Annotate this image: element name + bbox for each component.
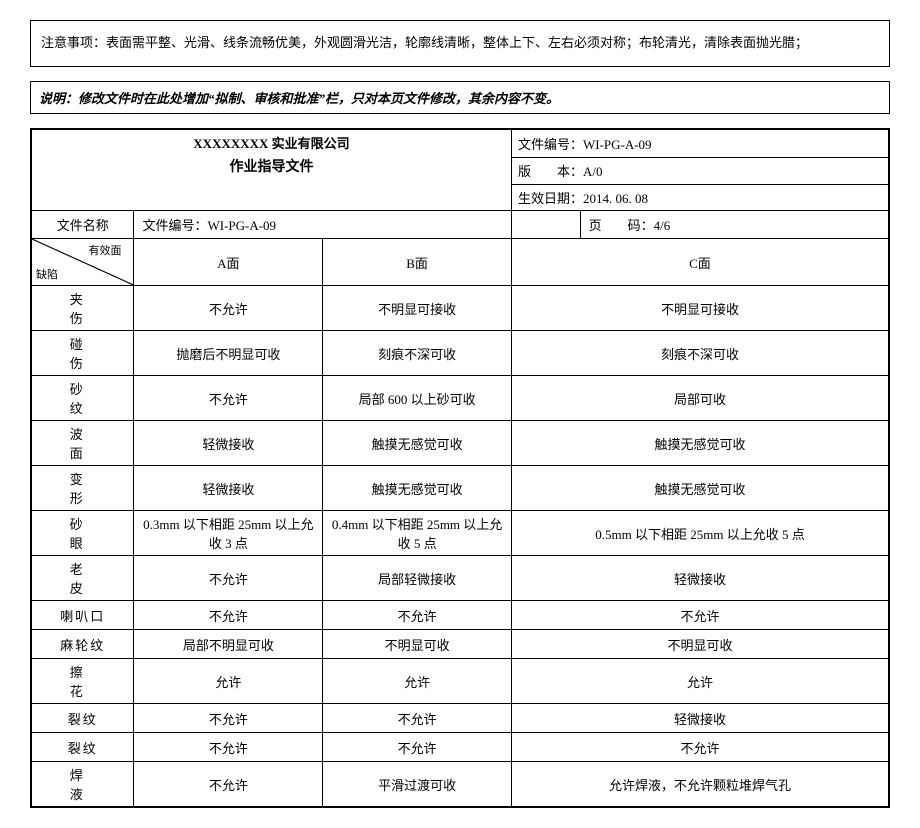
value-b: 不明显可接收 — [323, 286, 512, 331]
col-header-b: B面 — [323, 239, 512, 286]
defect-name: 碰 伤 — [31, 331, 134, 376]
defect-name: 砂 眼 — [31, 511, 134, 556]
note-text: 修改文件时在此处增加“拟制、审核和批准”栏，只对本页文件修改，其余内容不变。 — [78, 91, 559, 106]
column-header-row: 有效面 缺陷 A面 B面 C面 — [31, 239, 889, 286]
defect-name: 裂纹 — [31, 733, 134, 762]
value-a: 不允许 — [134, 556, 323, 601]
value-a: 不允许 — [134, 733, 323, 762]
company-name: XXXXXXXX 实业有限公司 — [38, 133, 505, 152]
value-a: 不允许 — [134, 601, 323, 630]
table-row: 老 皮不允许局部轻微接收轻微接收 — [31, 556, 889, 601]
value-c: 局部可收 — [511, 376, 889, 421]
file-name-row: 文件名称 文件编号：WI-PG-A-09 页 码：4/6 — [31, 211, 889, 239]
eff-date-cell: 生效日期：2014. 06. 08 — [511, 185, 889, 211]
notice-box: 注意事项：表面需平整、光滑、线条流畅优美，外观圆滑光洁，轮廓线清晰，整体上下、左… — [30, 20, 890, 67]
note-box: 说明：修改文件时在此处增加“拟制、审核和批准”栏，只对本页文件修改，其余内容不变… — [30, 81, 890, 114]
value-c: 触摸无感觉可收 — [511, 466, 889, 511]
value-b: 触摸无感觉可收 — [323, 466, 512, 511]
file-no-inline: 文件编号：WI-PG-A-09 — [134, 211, 512, 239]
value-b: 不允许 — [323, 733, 512, 762]
defect-name: 裂纹 — [31, 704, 134, 733]
table-row: 裂纹不允许不允许不允许 — [31, 733, 889, 762]
value-a: 0.3mm 以下相距 25mm 以上允收 3 点 — [134, 511, 323, 556]
value-b: 0.4mm 以下相距 25mm 以上允收 5 点 — [323, 511, 512, 556]
value-c: 允许焊液，不允许颗粒堆焊气孔 — [511, 762, 889, 808]
page-label: 页 码： — [589, 218, 654, 233]
value-c: 触摸无感觉可收 — [511, 421, 889, 466]
eff-date-label: 生效日期： — [518, 191, 583, 206]
value-b: 不明显可收 — [323, 630, 512, 659]
table-row: 焊 液不允许平滑过渡可收允许焊液，不允许颗粒堆焊气孔 — [31, 762, 889, 808]
col-header-c: C面 — [511, 239, 889, 286]
value-c: 不允许 — [511, 733, 889, 762]
main-document-table: XXXXXXXX 实业有限公司 作业指导文件 文件编号：WI-PG-A-09 版… — [30, 128, 890, 809]
col-header-a: A面 — [134, 239, 323, 286]
defect-name: 夹 伤 — [31, 286, 134, 331]
value-c: 允许 — [511, 659, 889, 704]
value-b: 局部 600 以上砂可收 — [323, 376, 512, 421]
notice-text: 表面需平整、光滑、线条流畅优美，外观圆滑光洁，轮廓线清晰，整体上下、左右必须对称… — [106, 35, 808, 50]
value-c: 不明显可收 — [511, 630, 889, 659]
table-row: 砂 纹不允许局部 600 以上砂可收局部可收 — [31, 376, 889, 421]
value-c: 不允许 — [511, 601, 889, 630]
document-type: 作业指导文件 — [38, 156, 505, 182]
defect-name: 麻轮纹 — [31, 630, 134, 659]
table-row: 砂 眼0.3mm 以下相距 25mm 以上允收 3 点0.4mm 以下相距 25… — [31, 511, 889, 556]
value-a: 不允许 — [134, 762, 323, 808]
file-name-label: 文件名称 — [31, 211, 134, 239]
table-row: 麻轮纹局部不明显可收不明显可收不明显可收 — [31, 630, 889, 659]
doc-no-cell: 文件编号：WI-PG-A-09 — [511, 129, 889, 157]
value-c: 刻痕不深可收 — [511, 331, 889, 376]
value-a: 不允许 — [134, 286, 323, 331]
value-a: 局部不明显可收 — [134, 630, 323, 659]
table-row: 波 面轻微接收触摸无感觉可收触摸无感觉可收 — [31, 421, 889, 466]
table-row: 擦 花允许允许允许 — [31, 659, 889, 704]
table-row: 碰 伤抛磨后不明显可收刻痕不深可收刻痕不深可收 — [31, 331, 889, 376]
version-label: 版 本： — [518, 164, 583, 179]
value-a: 抛磨后不明显可收 — [134, 331, 323, 376]
value-a: 允许 — [134, 659, 323, 704]
header-row-1: XXXXXXXX 实业有限公司 作业指导文件 文件编号：WI-PG-A-09 — [31, 129, 889, 157]
value-b: 刻痕不深可收 — [323, 331, 512, 376]
value-a: 轻微接收 — [134, 466, 323, 511]
note-label: 说明： — [39, 91, 78, 106]
page-cell: 页 码：4/6 — [580, 211, 889, 239]
defect-name: 老 皮 — [31, 556, 134, 601]
table-row: 变 形轻微接收触摸无感觉可收触摸无感觉可收 — [31, 466, 889, 511]
value-c: 轻微接收 — [511, 556, 889, 601]
version-value: A/0 — [583, 164, 603, 179]
value-b: 局部轻微接收 — [323, 556, 512, 601]
defect-name: 擦 花 — [31, 659, 134, 704]
value-a: 轻微接收 — [134, 421, 323, 466]
defect-name: 波 面 — [31, 421, 134, 466]
value-b: 不允许 — [323, 601, 512, 630]
notice-label: 注意事项： — [41, 35, 106, 50]
diagonal-header-cell: 有效面 缺陷 — [31, 239, 134, 286]
page-value: 4/6 — [654, 218, 671, 233]
value-b: 平滑过渡可收 — [323, 762, 512, 808]
doc-no-label: 文件编号： — [518, 137, 583, 152]
value-b: 触摸无感觉可收 — [323, 421, 512, 466]
defect-name: 砂 纹 — [31, 376, 134, 421]
value-a: 不允许 — [134, 704, 323, 733]
defect-name: 变 形 — [31, 466, 134, 511]
doc-no-value: WI-PG-A-09 — [583, 137, 652, 152]
value-b: 不允许 — [323, 704, 512, 733]
value-c: 轻微接收 — [511, 704, 889, 733]
defect-name: 喇叭口 — [31, 601, 134, 630]
value-b: 允许 — [323, 659, 512, 704]
header-row-3: 生效日期：2014. 06. 08 — [31, 185, 889, 211]
diag-bottom-label: 缺陷 — [36, 266, 58, 282]
table-row: 夹 伤不允许不明显可接收不明显可接收 — [31, 286, 889, 331]
diag-top-label: 有效面 — [88, 242, 121, 258]
defect-name: 焊 液 — [31, 762, 134, 808]
value-a: 不允许 — [134, 376, 323, 421]
value-c: 0.5mm 以下相距 25mm 以上允收 5 点 — [511, 511, 889, 556]
table-row: 喇叭口不允许不允许不允许 — [31, 601, 889, 630]
version-cell: 版 本：A/0 — [511, 157, 889, 185]
value-c: 不明显可接收 — [511, 286, 889, 331]
eff-date-value: 2014. 06. 08 — [583, 191, 648, 206]
table-row: 裂纹不允许不允许轻微接收 — [31, 704, 889, 733]
